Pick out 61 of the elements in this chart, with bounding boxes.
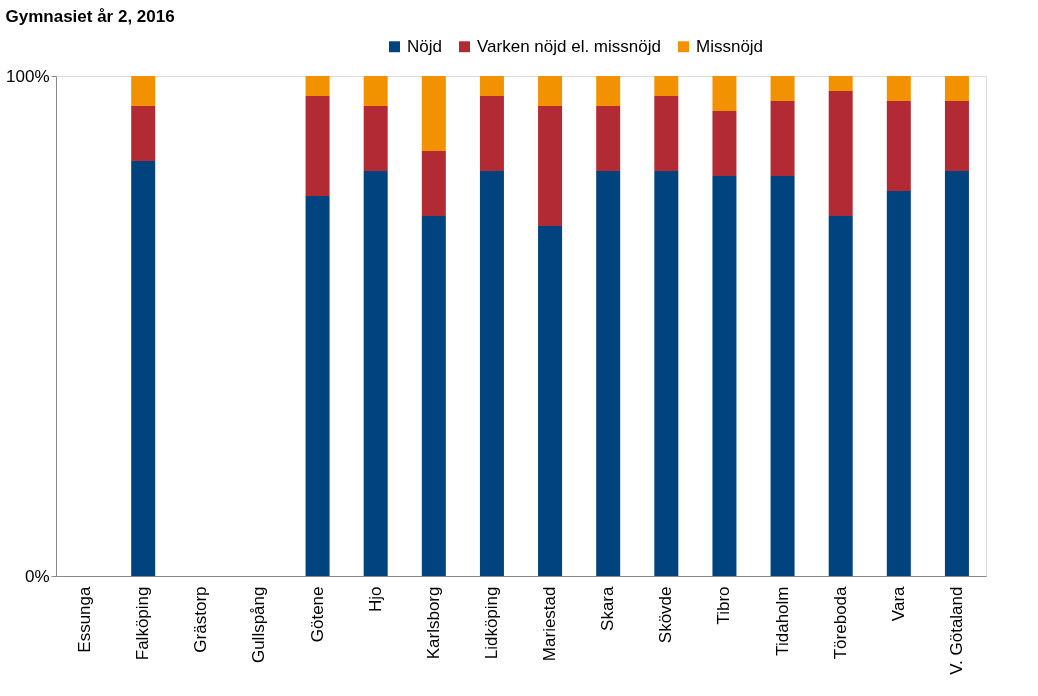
x-tick-label: Mariestad xyxy=(540,586,560,662)
bar xyxy=(421,151,446,216)
bar xyxy=(538,76,563,106)
bar xyxy=(538,106,563,226)
x-tick-label: Hjo xyxy=(365,586,385,613)
x-tick-label: Lidköping xyxy=(481,586,501,660)
x-tick-label: V. Götaland xyxy=(946,586,966,675)
bar xyxy=(828,76,853,91)
bar xyxy=(886,191,911,576)
bar xyxy=(654,171,679,576)
bar xyxy=(479,76,504,96)
x-tick-label: Falköping xyxy=(133,586,153,661)
bar xyxy=(363,76,388,106)
bar xyxy=(305,196,330,576)
bar xyxy=(828,216,853,576)
bar xyxy=(654,96,679,171)
bar xyxy=(770,176,795,576)
x-tick-label: Tidaholm xyxy=(772,586,792,656)
bar xyxy=(944,76,969,101)
legend-label: Nöjd xyxy=(407,36,442,56)
bar xyxy=(131,161,156,576)
bar xyxy=(712,111,737,176)
bar xyxy=(421,76,446,151)
bar xyxy=(479,171,504,576)
bar xyxy=(305,96,330,196)
bar xyxy=(596,76,621,106)
bar xyxy=(712,76,737,111)
bar xyxy=(421,216,446,576)
bar xyxy=(770,101,795,176)
y-tick-label: 100% xyxy=(6,66,50,86)
bar xyxy=(131,76,156,106)
bar xyxy=(712,176,737,576)
bar xyxy=(886,76,911,101)
bar xyxy=(596,171,621,576)
bar xyxy=(131,106,156,161)
bar xyxy=(363,106,388,171)
x-tick-label: Gullspång xyxy=(249,586,269,664)
x-tick-label: Skövde xyxy=(656,586,676,644)
legend-label: Varken nöjd el. missnöjd xyxy=(477,36,661,56)
bar xyxy=(828,91,853,216)
bar xyxy=(654,76,679,96)
x-tick-label: Skara xyxy=(598,585,618,631)
x-tick-label: Töreboda xyxy=(830,585,850,660)
x-tick-label: Grästorp xyxy=(191,586,211,653)
bar xyxy=(944,171,969,576)
y-tick-label: 0% xyxy=(24,566,50,586)
bar xyxy=(538,226,563,576)
chart-title: Gymnasiet år 2, 2016 xyxy=(5,7,175,26)
bar xyxy=(770,76,795,101)
x-tick-label: Vara xyxy=(888,585,908,622)
bar xyxy=(479,96,504,171)
x-tick-label: Götene xyxy=(307,586,327,643)
x-tick-label: Karlsborg xyxy=(423,586,443,660)
x-tick-label: Tibro xyxy=(714,586,734,625)
bar xyxy=(363,171,388,576)
bar xyxy=(886,101,911,191)
bar xyxy=(596,106,621,171)
x-tick-label: Essunga xyxy=(75,585,95,653)
bar xyxy=(944,101,969,171)
bar xyxy=(305,76,330,96)
legend-label: Missnöjd xyxy=(696,36,764,56)
